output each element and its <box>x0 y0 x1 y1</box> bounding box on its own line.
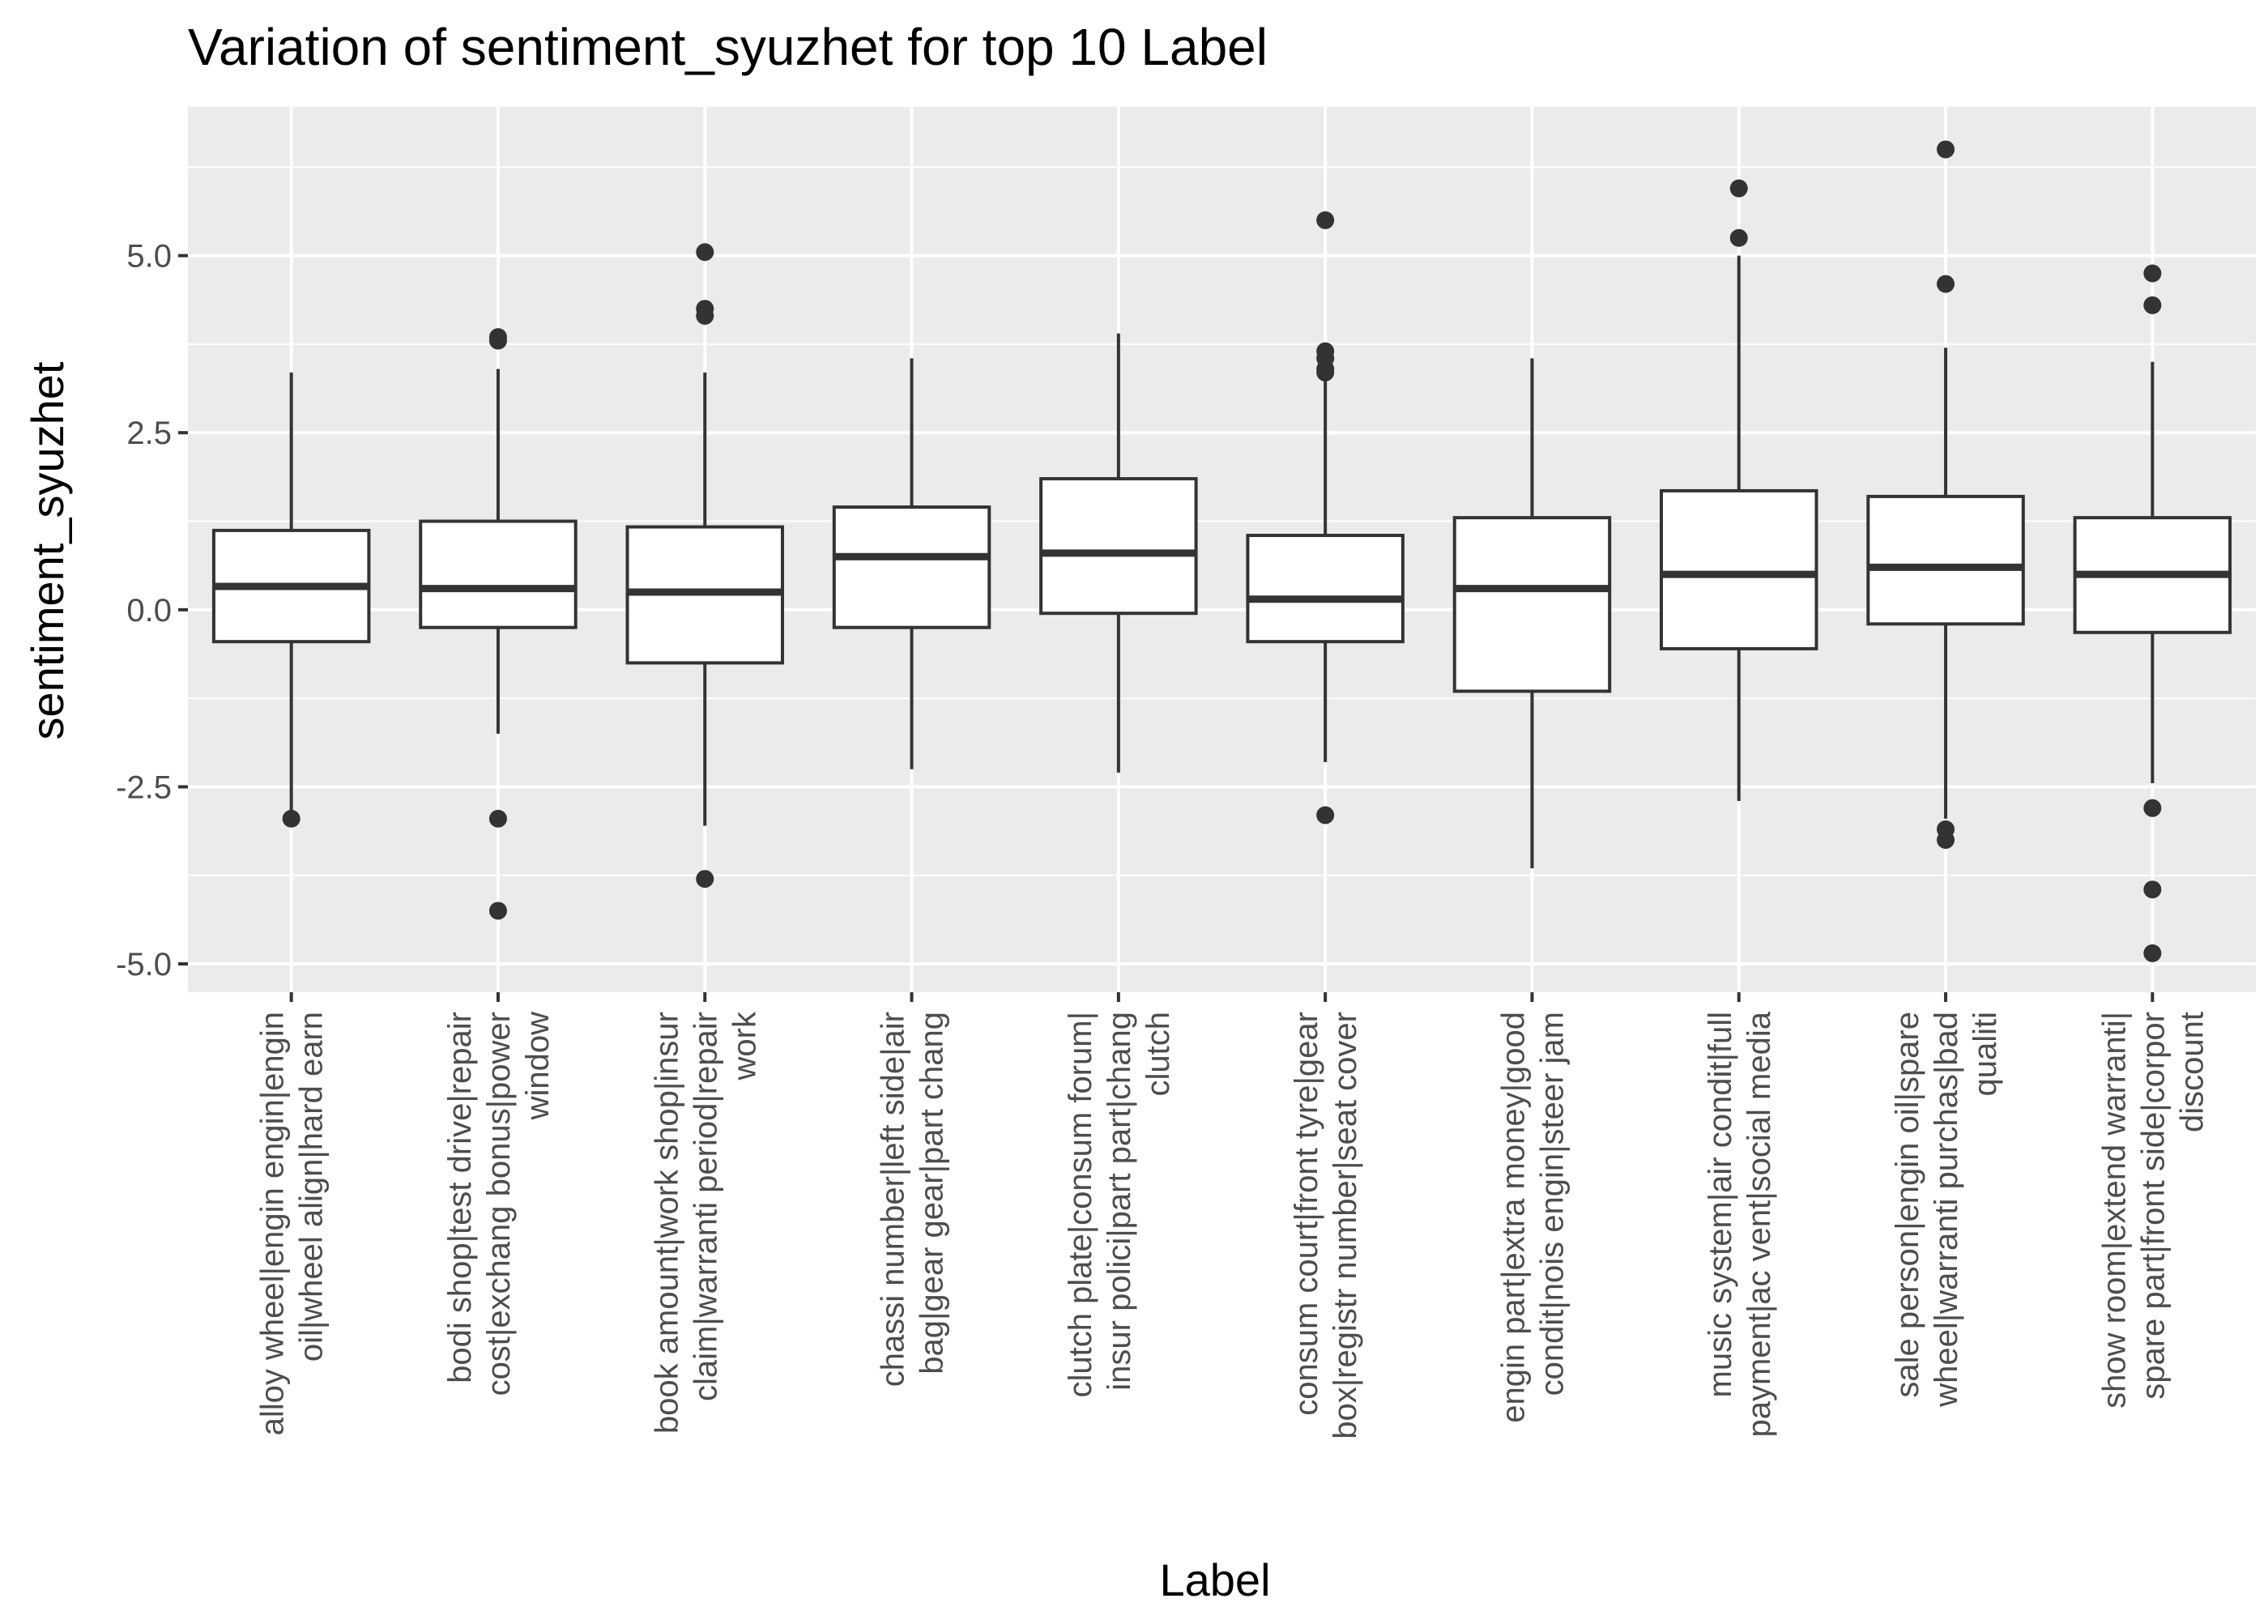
box-iqr <box>1246 534 1405 644</box>
x-category-label: clutch plate|consum forum| <box>1063 1012 1098 1398</box>
outlier-point <box>1316 211 1335 229</box>
x-category-label: claim|warranti period|repair <box>688 1012 723 1401</box>
x-category-label: book amount|work shop|insur <box>649 1012 684 1434</box>
x-category-label: bodi shop|test drive|repair <box>442 1012 478 1383</box>
box-iqr <box>419 519 578 629</box>
x-category-label: bag|gear gear|part chang <box>914 1012 950 1375</box>
outlier-point <box>1316 363 1335 381</box>
outlier-point <box>1937 275 1955 293</box>
y-tick-label: 0.0 <box>126 593 172 629</box>
y-tick-label: 2.5 <box>126 416 172 451</box>
x-category-label: box|registr number|seat cover <box>1328 1012 1363 1439</box>
x-category-label: music system|air condit|full <box>1703 1012 1738 1397</box>
outlier-point <box>1729 228 1748 247</box>
x-category-label: clutch <box>1140 1012 1176 1097</box>
outlier-point <box>488 328 507 347</box>
x-category-label: window <box>520 1012 556 1121</box>
x-axis-title: Label <box>1159 1554 1270 1605</box>
outlier-point <box>2143 799 2162 817</box>
y-tick-label: -5.0 <box>116 947 172 982</box>
outlier-point <box>282 809 301 828</box>
outlier-point <box>1316 806 1335 825</box>
outlier-point <box>1729 179 1748 198</box>
box-8 <box>1660 179 1818 801</box>
box-iqr <box>1866 494 2025 626</box>
chart-title: Variation of sentiment_syuzhet for top 1… <box>188 18 1268 76</box>
outlier-point <box>488 809 507 828</box>
box-iqr <box>1039 477 1198 616</box>
outlier-point <box>2143 944 2162 962</box>
outlier-point <box>696 870 714 889</box>
outlier-point <box>2143 296 2162 314</box>
box-2 <box>419 328 578 920</box>
box-3 <box>625 243 784 889</box>
x-category-label: wheel|warranti purchas|bad <box>1929 1012 1964 1408</box>
box-6 <box>1246 211 1405 825</box>
outlier-point <box>2143 264 2162 283</box>
x-category-label: cost|exchang bonus|power <box>481 1012 517 1396</box>
outlier-point <box>696 306 714 325</box>
x-category-label: consum court|front tyre|gear <box>1289 1012 1324 1416</box>
x-category-label: work <box>727 1011 762 1081</box>
outlier-point <box>1937 831 1955 850</box>
box-9 <box>1866 140 2025 850</box>
y-tick-label: 5.0 <box>126 239 172 275</box>
box-10 <box>2073 264 2232 962</box>
box-iqr <box>1660 488 1818 650</box>
axes: -5.0 -2.5 0.0 2.5 5.0 alloy wheel|engin engin… <box>116 239 2210 1439</box>
box-1 <box>211 372 371 828</box>
x-category-label: condit|nois engin|steer jam <box>1534 1012 1570 1396</box>
outlier-point <box>2143 880 2162 899</box>
box-iqr <box>832 505 991 629</box>
box-7 <box>1452 358 1612 868</box>
x-category-label: oil|wheel align|hard earn <box>294 1012 330 1362</box>
box-5 <box>1039 333 1198 773</box>
x-category-label: sale person|engin oil|spare <box>1890 1012 1925 1398</box>
outlier-point <box>1937 140 1955 159</box>
x-category-label: chassi number|left side|air <box>876 1012 911 1387</box>
boxes <box>211 140 2232 962</box>
x-category-label: engin part|extra money|good <box>1495 1012 1531 1423</box>
x-category-label: insur polici|part part|chang <box>1102 1012 1137 1391</box>
y-axis-title: sentiment_syuzhet <box>22 361 73 740</box>
x-category-label: discount <box>2174 1012 2210 1132</box>
x-category-label: spare part|front side|corpor <box>2135 1012 2171 1400</box>
y-tick-label: -2.5 <box>116 769 172 805</box>
outlier-point <box>488 902 507 920</box>
box-iqr <box>1452 516 1612 693</box>
x-category-label: payment|ac vent|social media <box>1742 1011 1777 1437</box>
x-category-label: alloy wheel|engin engin|engin <box>255 1012 291 1435</box>
outlier-point <box>696 243 714 262</box>
x-category-label: show room|extend warranti| <box>2096 1012 2132 1409</box>
x-category-label: qualiti <box>1967 1012 2003 1097</box>
box-4 <box>832 358 991 769</box>
